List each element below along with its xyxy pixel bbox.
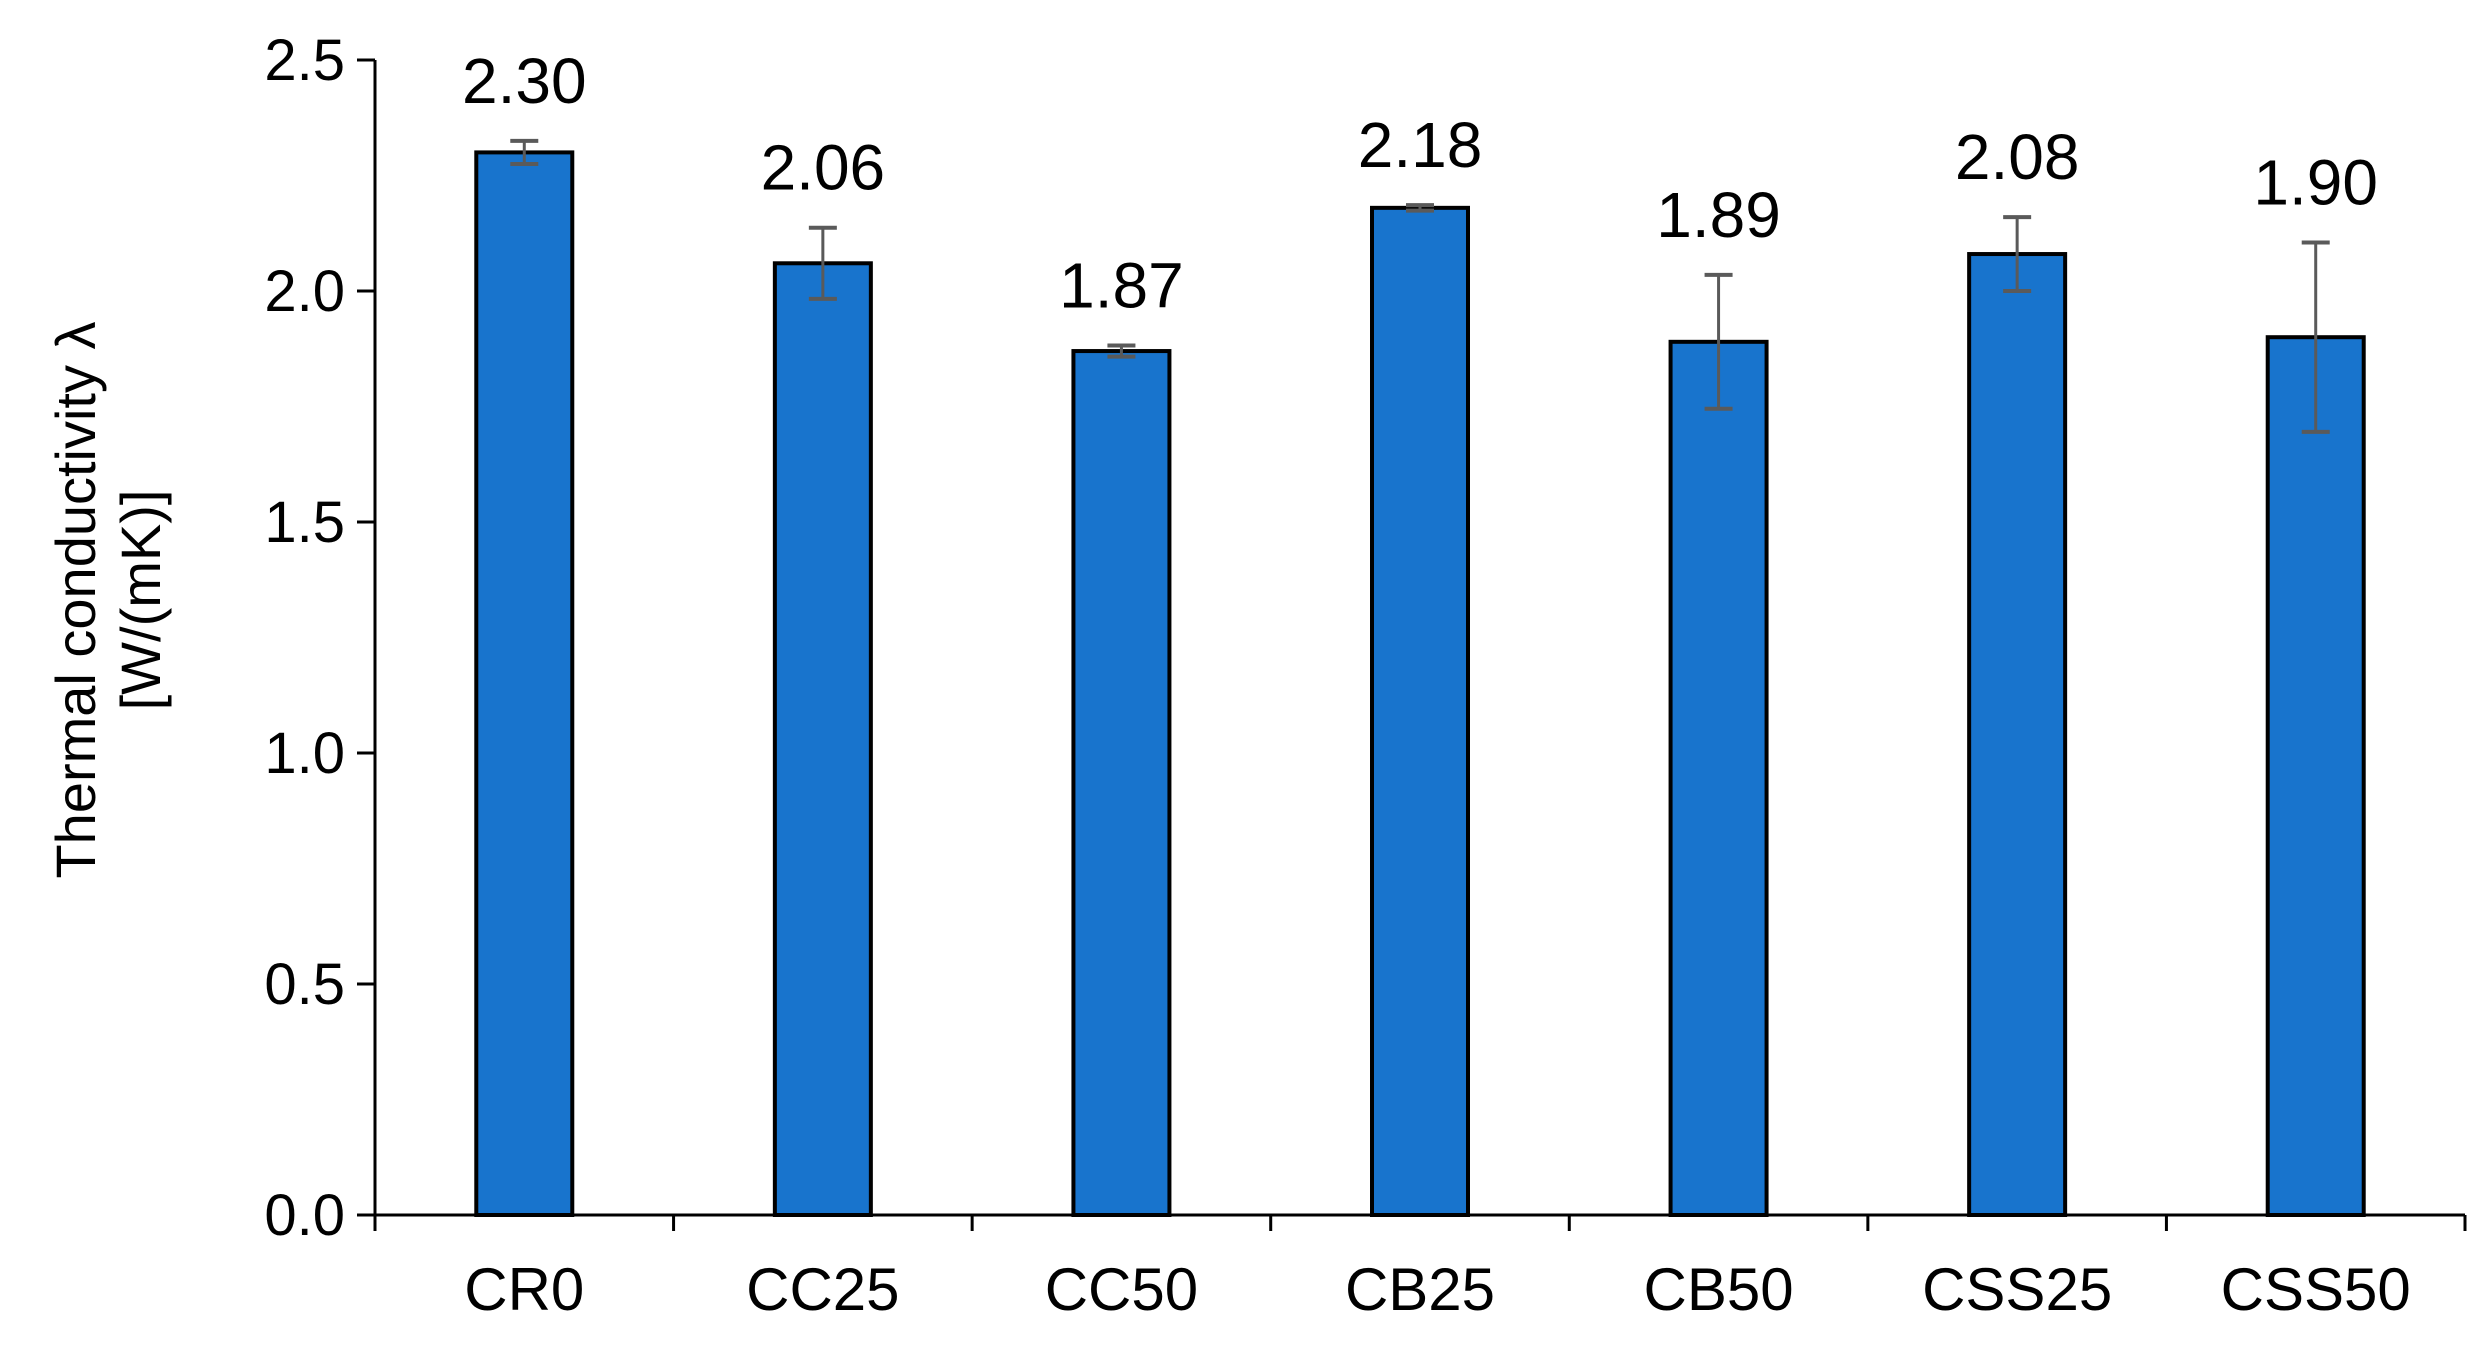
y-axis-title-line-1: Thermal conductivity λ <box>44 321 107 878</box>
x-tick-label-css25: CSS25 <box>1922 1256 2112 1323</box>
x-tick-label-cr0: CR0 <box>464 1256 584 1323</box>
y-tick-label: 2.5 <box>264 28 345 93</box>
bar-cb50 <box>1668 339 1769 1217</box>
bar-cb25 <box>1370 205 1470 1217</box>
x-tick-label-cb50: CB50 <box>1644 1256 1794 1323</box>
y-tick-label: 0.0 <box>264 1183 345 1248</box>
y-tick-label: 1.0 <box>264 721 345 786</box>
bar-css25 <box>1967 252 2068 1218</box>
x-tick-label-css50: CSS50 <box>2221 1256 2411 1323</box>
bar-cr0 <box>474 150 575 1217</box>
data-label-cb50: 1.89 <box>1656 179 1781 251</box>
x-tick-label-cc25: CC25 <box>746 1256 899 1323</box>
y-tick-label: 0.5 <box>264 952 345 1017</box>
bar-cc50 <box>1071 349 1172 1217</box>
data-label-cc50: 1.87 <box>1059 250 1184 322</box>
data-label-css25: 2.08 <box>1955 121 2080 193</box>
x-tick-label-cb25: CB25 <box>1345 1256 1495 1323</box>
data-label-cc25: 2.06 <box>761 132 886 204</box>
y-axis-title-line-2: [W/(mK)] <box>109 490 172 711</box>
x-tick-label-cc50: CC50 <box>1045 1256 1198 1323</box>
bar-css50 <box>2265 335 2366 1217</box>
bar-cc25 <box>772 261 873 1217</box>
data-label-cr0: 2.30 <box>462 45 587 117</box>
data-label-cb25: 2.18 <box>1358 109 1483 181</box>
data-label-css50: 1.90 <box>2253 146 2378 218</box>
y-tick-label: 2.0 <box>264 259 345 324</box>
y-tick-label: 1.5 <box>264 490 345 555</box>
